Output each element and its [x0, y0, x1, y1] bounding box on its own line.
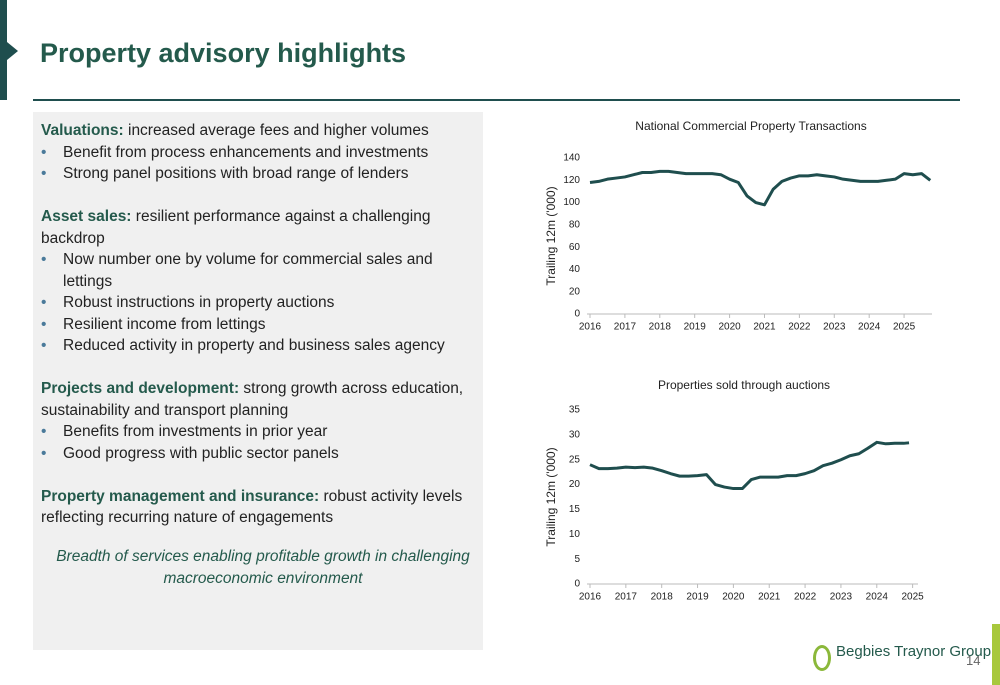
series-line: [589, 440, 910, 491]
accent-bar: [0, 0, 7, 100]
x-tick-label: 2018: [649, 322, 672, 333]
x-tick-label: 2025: [901, 592, 924, 603]
tagline: Breadth of services enabling profitable …: [56, 548, 470, 587]
y-axis-label: Trailing 12m ('000): [544, 447, 558, 546]
rule: [33, 99, 960, 101]
y-axis-label: Trailing 12m ('000): [544, 186, 558, 285]
x-tick-label: 2023: [830, 592, 853, 603]
chart-title: National Commercial Property Transaction…: [635, 119, 866, 133]
bullet: Robust instructions in property auctions: [41, 292, 477, 314]
y-tick-label: 140: [563, 153, 580, 164]
x-tick-label: 2018: [651, 592, 674, 603]
section-heading: Asset sales:: [41, 208, 132, 225]
bullet: Now number one by volume for commercial …: [41, 249, 477, 292]
section: Property management and insurance: robus…: [41, 486, 477, 529]
section-heading: Valuations:: [41, 122, 124, 139]
y-tick-label: 10: [569, 529, 581, 540]
page-number: 14: [966, 653, 981, 668]
bullet-list: Now number one by volume for commercial …: [41, 249, 477, 357]
section: Asset sales: resilient performance again…: [41, 206, 477, 357]
section-body: strong growth across education, sustaina…: [41, 380, 464, 419]
panel: Valuations: increased average fees and h…: [33, 112, 483, 650]
series-line: [589, 169, 932, 207]
x-tick-label: 2022: [794, 592, 817, 603]
section-text: Valuations: increased average fees and h…: [41, 120, 477, 142]
x-tick-label: 2024: [866, 592, 889, 603]
y-tick-label: 60: [569, 242, 581, 253]
y-tick-label: 15: [569, 504, 581, 515]
section-text: Projects and development: strong growth …: [41, 378, 477, 421]
bullet: Good progress with public sector panels: [41, 443, 477, 465]
x-tick-label: 2016: [579, 592, 602, 603]
bullet: Resilient income from lettings: [41, 314, 477, 336]
x-tick-label: 2020: [718, 322, 741, 333]
x-tick-label: 2021: [753, 322, 776, 333]
y-tick-label: 20: [569, 286, 581, 297]
panel-text: Valuations: increased average fees and h…: [41, 120, 477, 550]
x-tick-label: 2017: [615, 592, 638, 603]
section-text: Property management and insurance: robus…: [41, 486, 477, 529]
bullet: Reduced activity in property and busines…: [41, 335, 477, 357]
bullet: Benefits from investments in prior year: [41, 421, 477, 443]
bullet: Strong panel positions with broad range …: [41, 163, 477, 185]
x-tick-label: 2019: [684, 322, 707, 333]
y-tick-label: 30: [569, 429, 581, 440]
x-tick-label: 2016: [579, 322, 602, 333]
accent-arrow: [7, 42, 18, 60]
logo-mark: [813, 645, 831, 671]
section: Projects and development: strong growth …: [41, 378, 477, 464]
bullet-list: Benefit from process enhancements and in…: [41, 142, 477, 185]
x-tick-label: 2020: [722, 592, 745, 603]
section-text: Asset sales: resilient performance again…: [41, 206, 477, 249]
x-tick-label: 2021: [758, 592, 781, 603]
bullet-list: Benefits from investments in prior yearG…: [41, 421, 477, 464]
y-tick-label: 100: [563, 197, 580, 208]
section-body: resilient performance against a challeng…: [41, 208, 431, 247]
y-tick-label: 35: [569, 405, 581, 416]
y-tick-label: 40: [569, 264, 581, 275]
x-tick-label: 2019: [686, 592, 709, 603]
y-tick-label: 120: [563, 175, 580, 186]
y-tick-label: 0: [574, 309, 580, 320]
y-tick-label: 20: [569, 479, 581, 490]
y-tick-label: 25: [569, 454, 581, 465]
x-tick-label: 2025: [893, 322, 916, 333]
section-heading: Property management and insurance:: [41, 487, 320, 505]
bullet: Benefit from process enhancements and in…: [41, 142, 477, 164]
section-heading: Projects and development:: [41, 380, 240, 397]
section: Valuations: increased average fees and h…: [41, 120, 477, 185]
y-tick-label: 0: [574, 579, 580, 590]
x-tick-label: 2023: [823, 322, 846, 333]
section-body: increased average fees and higher volume…: [123, 122, 429, 139]
logo: Begbies Traynor Group: [836, 643, 992, 660]
x-tick-label: 2022: [788, 322, 811, 333]
y-tick-label: 80: [569, 219, 581, 230]
y-tick-label: 5: [574, 554, 580, 565]
x-tick-label: 2017: [614, 322, 637, 333]
x-tick-label: 2024: [858, 322, 881, 333]
section-body: robust activity levels reflecting recurr…: [41, 487, 463, 527]
chart-title: Properties sold through auctions: [658, 378, 830, 392]
accent-green: [992, 624, 1000, 685]
title: Property advisory highlights: [40, 38, 407, 68]
